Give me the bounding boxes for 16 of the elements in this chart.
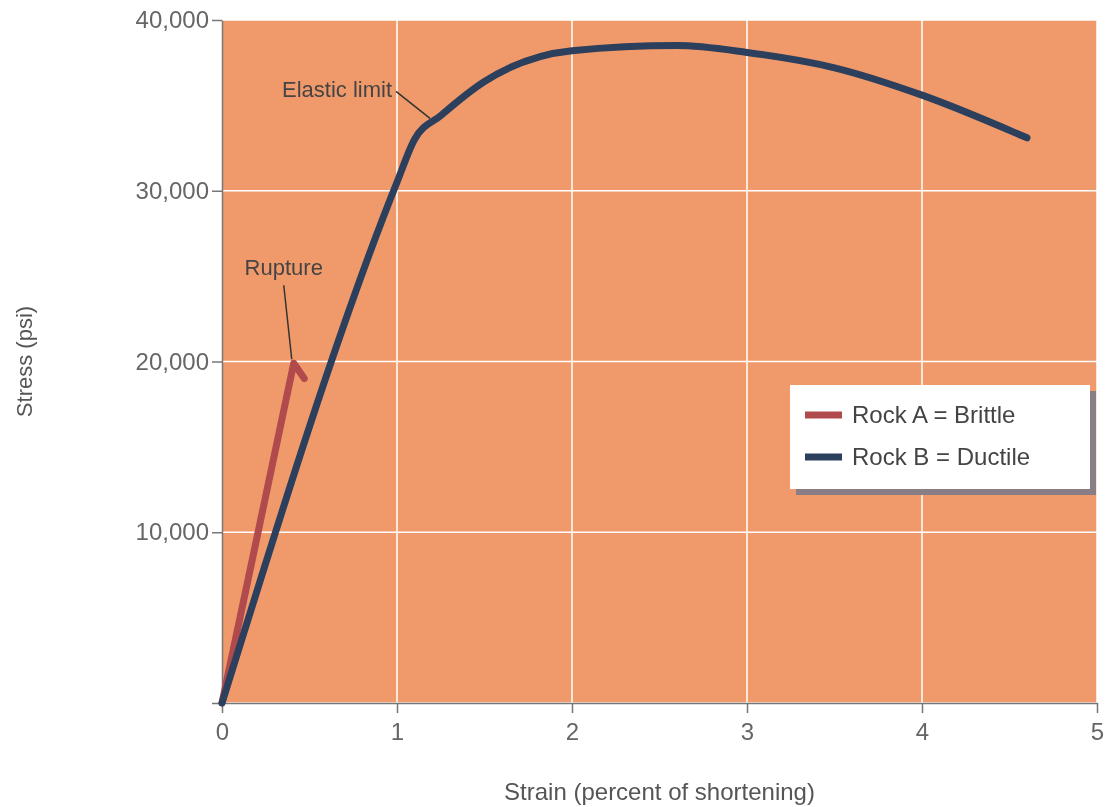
y-tick-label: 40,000: [135, 6, 209, 34]
y-axis-title: Stress (psi): [12, 305, 37, 418]
annotation: Elastic limit: [281, 77, 392, 103]
x-axis-title: Strain (percent of shortening): [504, 778, 815, 805]
y-tick-label: 20,000: [135, 347, 209, 375]
x-tick-label: 1: [390, 718, 405, 745]
annotation: Rupture: [244, 255, 323, 281]
x-tick-label: 5: [1090, 718, 1105, 745]
x-tick-label: 3: [740, 718, 755, 745]
y-tick-label: 10,000: [135, 518, 209, 546]
legend-label: Rock B = Ductile: [852, 443, 1031, 470]
x-tick-label: 2: [565, 718, 580, 745]
legend-label: Rock A = Brittle: [852, 401, 1016, 428]
x-tick-label: 4: [915, 718, 930, 745]
x-tick-label: 0: [215, 718, 230, 745]
y-tick-label: 30,000: [135, 176, 209, 204]
